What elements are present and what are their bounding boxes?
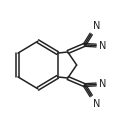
Text: N: N <box>93 21 100 31</box>
Text: N: N <box>93 99 100 109</box>
Text: N: N <box>99 79 107 89</box>
Text: N: N <box>99 41 107 51</box>
